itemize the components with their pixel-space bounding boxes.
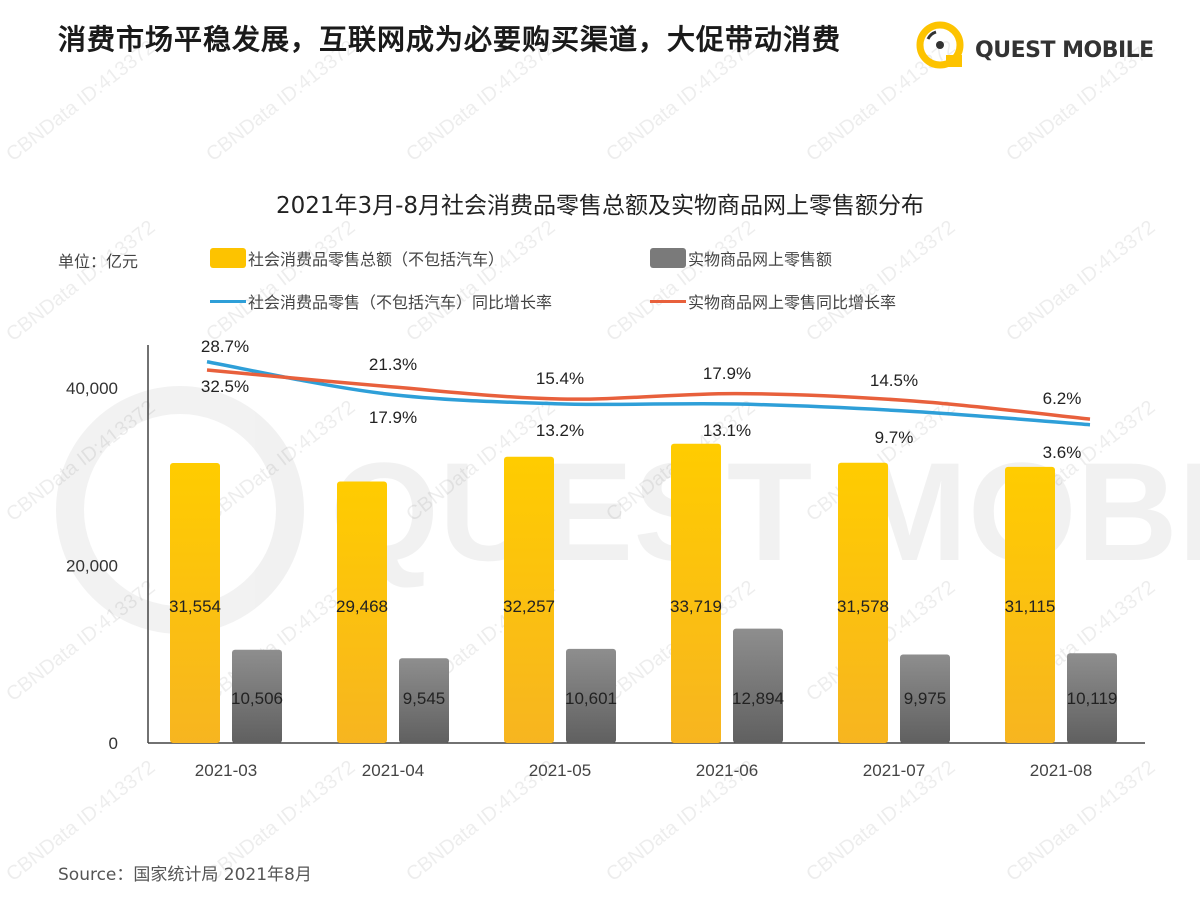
logo-text: QUEST MOBILE	[975, 38, 1154, 63]
source-note: Source：国家统计局 2021年8月	[58, 865, 312, 885]
legend-line-red	[650, 299, 686, 303]
bar-retail-total	[337, 481, 387, 743]
y-tick-label: 20,000	[66, 557, 118, 576]
chart-element: 31,554 10,506 29,468 9,545 32,257 10,601 33,71…	[169, 443, 1118, 743]
legend-item-retail-growth: 社会消费品零售（不包括汽车）同比增长率	[210, 289, 552, 313]
bar-label-retail-total: 29,468	[336, 597, 388, 616]
bar-online-retail	[566, 648, 616, 743]
line-label-online-growth: 6.2%	[1043, 389, 1082, 408]
bar-label-retail-total: 31,115	[1005, 597, 1056, 616]
legend-line-blue	[210, 299, 246, 303]
bar-label-retail-total: 33,719	[670, 597, 722, 616]
legend-item-online-retail: 实物商品网上零售额	[650, 246, 832, 270]
chart-element: 0 20,000 40,000 2021-03 2021-04 2021-05 2021-0…	[66, 345, 1145, 780]
bar-label-online-retail: 9,545	[403, 689, 446, 708]
line-label-retail-growth: 17.9%	[369, 408, 417, 427]
legend-label: 实物商品网上零售额	[688, 250, 833, 269]
legend-label: 社会消费品零售（不包括汽车）同比增长率	[248, 293, 553, 312]
bar-label-retail-total: 32,257	[503, 597, 555, 616]
legend-label: 社会消费品零售总额（不包括汽车）	[248, 250, 505, 269]
x-tick-label: 2021-05	[529, 761, 591, 780]
bar-label-retail-total: 31,578	[837, 597, 889, 616]
bar-label-online-retail: 10,506	[231, 689, 283, 708]
bar-online-retail	[1067, 653, 1117, 743]
legend-swatch-yellow	[210, 248, 246, 268]
legend-item-online-growth: 实物商品网上零售同比增长率	[650, 289, 896, 313]
bar-retail-total	[504, 456, 554, 743]
bar-retail-total	[170, 462, 220, 743]
unit-label: 单位：亿元	[58, 252, 139, 271]
line-label-retail-growth: 3.6%	[1043, 443, 1082, 462]
y-tick-label: 0	[109, 734, 118, 753]
x-tick-label: 2021-07	[863, 761, 925, 780]
bar-online-retail	[232, 649, 282, 743]
bar-label-online-retail: 12,894	[732, 689, 784, 708]
chart-element: 28.7% 32.5% 21.3% 17.9% 15.4% 13.2% 17.9% 13.1%…	[201, 337, 1091, 462]
page-headline: 消费市场平稳发展，互联网成为必要购买渠道，大促带动消费	[58, 23, 842, 56]
bar-retail-total	[671, 443, 721, 743]
bar-label-retail-total: 31,554	[169, 597, 221, 616]
bar-retail-total	[1005, 466, 1055, 743]
x-tick-label: 2021-03	[195, 761, 257, 780]
y-tick-label: 40,000	[66, 379, 118, 398]
line-label-retail-growth: 9.7%	[875, 428, 914, 447]
legend-label: 实物商品网上零售同比增长率	[688, 293, 897, 312]
chart-title: 2021年3月-8月社会消费品零售总额及实物商品网上零售额分布	[275, 193, 925, 219]
bar-online-retail	[399, 658, 449, 743]
x-tick-label: 2021-08	[1030, 761, 1092, 780]
line-label-online-growth: 17.9%	[703, 364, 751, 383]
line-label-retail-growth: 13.1%	[703, 421, 751, 440]
bar-label-online-retail: 10,119	[1067, 689, 1118, 708]
line-label-online-growth: 28.7%	[201, 337, 249, 356]
line-label-online-growth: 14.5%	[870, 371, 918, 390]
x-tick-label: 2021-04	[362, 761, 424, 780]
x-tick-label: 2021-06	[696, 761, 758, 780]
legend-item-retail-total: 社会消费品零售总额（不包括汽车）	[210, 246, 504, 270]
line-online-growth	[206, 368, 1091, 421]
legend-swatch-gray	[650, 248, 686, 268]
bar-label-online-retail: 10,601	[565, 689, 617, 708]
quest-mobile-logo-icon	[916, 21, 964, 69]
bar-retail-total	[838, 462, 888, 743]
bar-label-online-retail: 9,975	[904, 689, 947, 708]
line-label-retail-growth: 32.5%	[201, 377, 249, 396]
bar-online-retail	[900, 654, 950, 743]
line-label-online-growth: 21.3%	[369, 355, 417, 374]
bar-online-retail	[733, 628, 783, 743]
line-label-online-growth: 15.4%	[536, 369, 584, 388]
line-retail-growth	[206, 360, 1091, 427]
line-label-retail-growth: 13.2%	[536, 421, 584, 440]
